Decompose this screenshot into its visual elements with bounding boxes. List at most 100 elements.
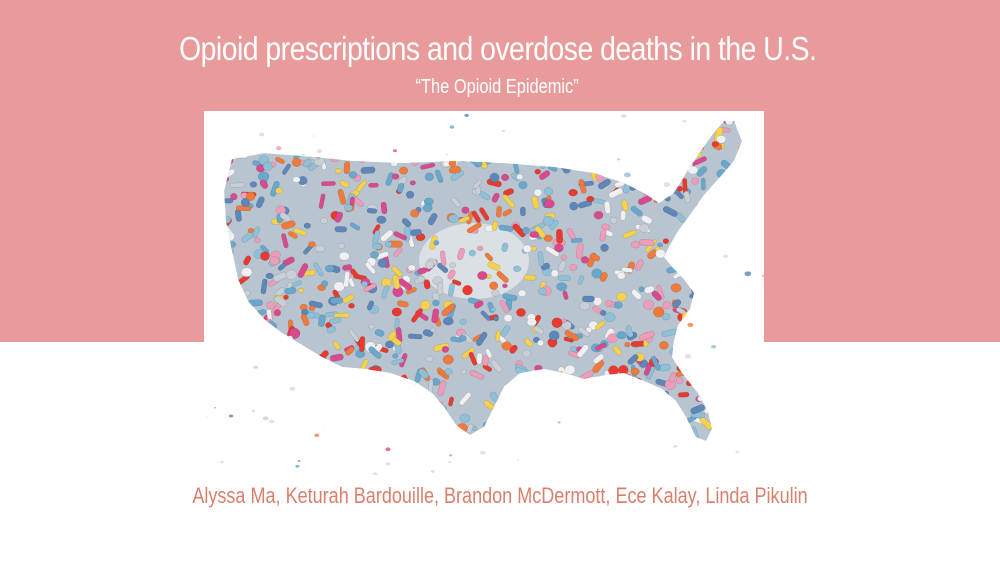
pill [391,307,402,317]
pill [449,262,457,269]
pill [407,333,423,340]
pill [337,188,347,205]
pill [496,271,509,283]
pill [240,267,253,278]
pill [277,262,287,271]
pill [333,312,350,318]
pill [274,287,285,297]
pill [554,243,564,253]
pill [466,222,482,234]
pill [630,240,641,249]
pill [313,262,324,277]
pill-fragment [479,450,486,455]
slide-title: Opioid prescriptions and overdose deaths… [179,30,817,67]
pill [297,263,309,278]
pill [570,237,583,244]
pill [343,204,353,212]
pill [360,166,376,174]
pill-fragment [445,153,448,156]
pill [616,331,627,340]
pill [711,141,720,147]
pill [338,251,350,261]
pill [292,176,301,183]
pill [523,274,537,281]
pill [396,182,405,193]
pill [374,329,385,337]
pill [368,324,375,330]
pill [252,226,261,238]
pill [516,174,524,180]
pill [372,242,383,250]
pill [662,206,678,217]
pill [356,179,367,192]
pill [300,313,310,327]
pill [423,279,431,290]
pill [384,240,393,248]
pill [503,188,514,197]
pill [409,180,416,186]
pill [422,329,434,337]
pill-fragment [289,386,296,391]
pill [693,156,707,166]
pill [516,308,526,317]
pill [502,208,513,217]
pill [274,295,288,308]
pill [625,325,634,338]
pill-fragment [316,149,323,154]
pill [593,210,604,220]
pill [616,292,627,302]
pill [621,199,629,212]
pill [475,331,488,347]
pill [620,210,627,221]
pill [329,353,344,362]
pill [265,272,274,280]
pill-fragment [414,383,417,385]
pill [359,336,366,353]
pill [329,296,344,305]
pill [518,181,528,190]
pill [592,359,605,374]
pill [473,179,482,189]
pill [630,205,643,217]
pill [576,344,589,358]
pill [437,281,444,296]
pill [578,179,587,194]
pill [579,301,590,311]
pill [491,192,500,203]
pill [595,342,607,351]
pill [724,121,734,126]
pill [381,285,390,299]
pill [621,267,634,273]
pill [662,238,670,244]
pill [425,355,434,363]
pill [342,264,353,271]
pill [577,199,593,209]
pill [333,281,345,292]
pill [557,275,571,281]
pill [604,312,616,323]
pill [317,314,326,327]
pill [245,191,256,201]
pill [279,212,292,222]
pill [466,423,474,434]
pill [348,303,355,309]
pill [522,349,531,358]
pill [473,300,484,309]
pill [562,290,569,300]
pill [568,188,578,197]
pill [398,278,413,291]
pill [315,245,326,253]
pill [537,251,545,267]
pill [638,330,655,341]
pill [439,250,447,267]
pill [240,198,250,207]
pill [266,301,276,309]
pill [560,254,568,260]
pill [326,325,337,334]
pill-fragment [623,172,631,178]
pill [468,351,478,366]
pill-fragment [275,146,282,151]
pill-fragment [621,114,627,118]
pill [368,182,379,188]
pill-fragment [431,470,435,473]
